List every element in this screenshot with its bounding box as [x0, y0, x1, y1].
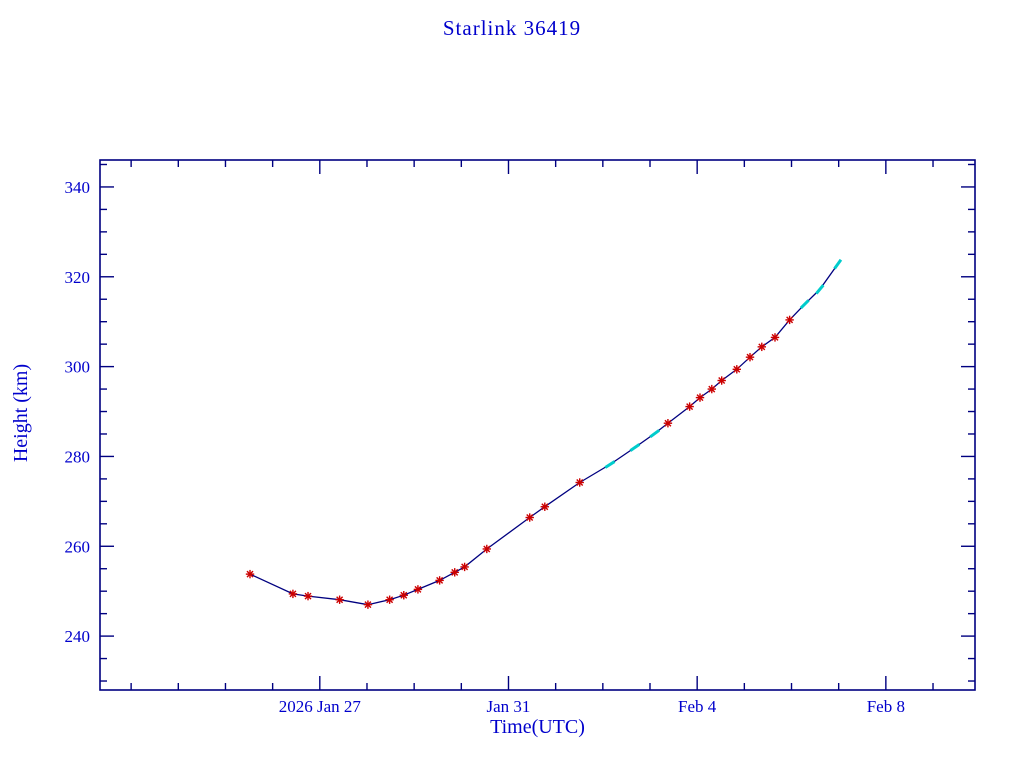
data-point-marker	[435, 576, 444, 585]
data-point-marker	[460, 562, 469, 572]
data-point-marker	[629, 443, 641, 452]
data-point-markers	[245, 258, 843, 609]
data-point-marker	[649, 429, 661, 438]
data-point-marker	[707, 384, 716, 394]
y-tick-label: 300	[65, 358, 91, 377]
data-point-marker	[335, 595, 344, 604]
chart-title: Starlink 36419	[442, 16, 582, 40]
axis-ticks	[100, 160, 975, 690]
data-point-marker	[399, 591, 408, 600]
data-point-marker	[785, 315, 794, 325]
y-tick-label: 240	[65, 627, 91, 646]
data-point-marker	[540, 502, 550, 511]
plot-frame	[99, 159, 976, 691]
data-point-marker	[575, 478, 584, 487]
y-tick-label: 340	[65, 178, 91, 197]
data-point-marker	[604, 460, 616, 469]
height-series-line	[249, 263, 839, 606]
data-point-marker	[288, 589, 298, 599]
data-point-marker	[303, 591, 313, 601]
data-point-marker	[732, 365, 741, 374]
data-point-marker	[363, 600, 373, 609]
data-point-marker	[717, 376, 726, 385]
y-tick-label: 280	[65, 447, 91, 466]
x-axis-label: Time(UTC)	[490, 716, 585, 738]
y-tick-label: 260	[65, 537, 91, 556]
data-point-marker	[450, 568, 459, 577]
data-point-marker	[757, 342, 766, 352]
data-point-marker	[245, 569, 255, 579]
x-tick-label: Feb 4	[678, 697, 717, 716]
data-point-marker	[385, 595, 394, 604]
x-tick-label: Jan 31	[487, 697, 531, 716]
x-tick-label: Feb 8	[867, 697, 905, 716]
data-point-marker	[833, 258, 843, 270]
data-point-marker	[695, 393, 705, 402]
data-point-marker	[745, 352, 755, 362]
data-point-marker	[525, 513, 534, 522]
data-point-marker	[482, 544, 491, 554]
data-point-marker	[685, 402, 694, 411]
data-point-marker	[413, 585, 423, 594]
tick-labels: 2026 Jan 27 Jan 31 Feb 4 Feb 8 240 260 280 300 3…	[65, 178, 905, 716]
y-axis-label: Height (km)	[10, 363, 32, 463]
data-point-marker	[799, 299, 810, 310]
data-point-marker	[663, 419, 673, 428]
data-point-marker	[770, 333, 780, 342]
data-point-marker	[815, 284, 825, 295]
y-tick-label: 320	[65, 268, 91, 287]
x-tick-label: 2026 Jan 27	[279, 697, 362, 716]
